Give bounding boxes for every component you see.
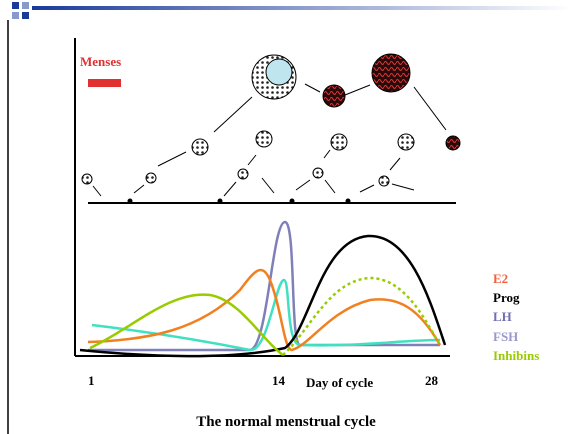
legend-entry: Prog	[493, 290, 520, 305]
x-tick-label: 14	[272, 373, 286, 388]
arrows	[92, 83, 447, 197]
hormone-curves	[79, 220, 447, 358]
decoration	[7, 2, 572, 434]
menses-bar	[88, 79, 121, 87]
legend-entry: LH	[493, 309, 512, 324]
legend: E2 Prog LH FSH Inhibins	[493, 271, 539, 363]
x-tick-label: 1	[88, 373, 95, 388]
x-tick-label: 28	[425, 373, 439, 388]
x-axis-label: Day of cycle	[306, 375, 373, 390]
legend-entry: FSH	[493, 329, 518, 344]
follicles	[81, 53, 461, 204]
legend-entry: Inhibins	[493, 348, 539, 363]
legend-entry: E2	[493, 271, 508, 286]
caption: The normal menstrual cycle	[196, 414, 376, 430]
menses-label: Menses	[80, 54, 121, 69]
